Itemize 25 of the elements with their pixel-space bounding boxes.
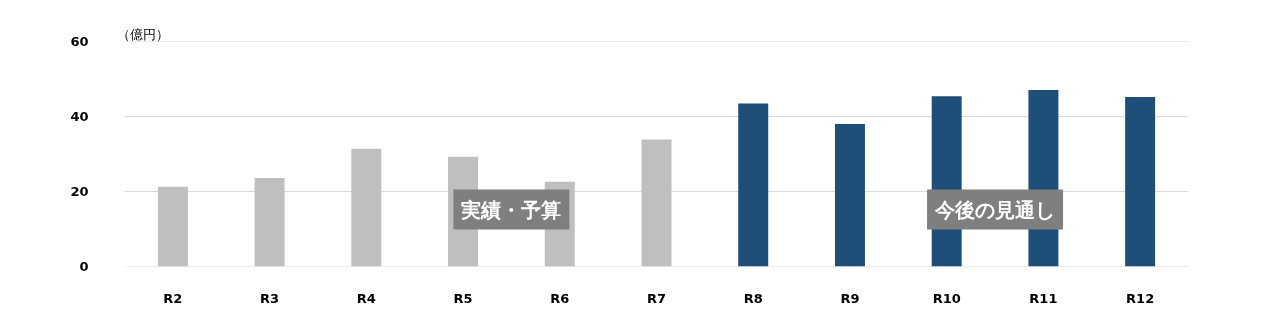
y-tick-label: 0 bbox=[79, 259, 89, 274]
annotation: 今後の見通し bbox=[934, 197, 1056, 222]
x-tick-label: R11 bbox=[1029, 290, 1058, 306]
x-tick-label: R7 bbox=[646, 290, 667, 306]
y-tick-label: 20 bbox=[70, 184, 89, 199]
x-tick-label: R5 bbox=[453, 290, 473, 306]
y-tick-label: 60 bbox=[70, 34, 89, 49]
annotation: 実績・予算 bbox=[460, 197, 562, 222]
x-tick-label: R9 bbox=[840, 290, 860, 306]
bar bbox=[738, 103, 769, 267]
bar bbox=[834, 124, 865, 267]
y-tick-label: 40 bbox=[70, 109, 89, 124]
bar bbox=[1125, 97, 1156, 267]
x-tick-label: R8 bbox=[743, 290, 763, 306]
bar bbox=[254, 178, 285, 267]
bar bbox=[157, 186, 188, 267]
bar bbox=[351, 148, 382, 267]
x-tick-label: R2 bbox=[163, 290, 183, 306]
x-tick-label: R10 bbox=[932, 290, 961, 306]
x-tick-label: R6 bbox=[550, 290, 570, 306]
x-tick-label: R3 bbox=[260, 290, 280, 306]
bar bbox=[641, 139, 672, 267]
x-tick-label: R12 bbox=[1126, 290, 1155, 306]
y-axis-title: （億円） bbox=[116, 26, 169, 42]
x-tick-label: R4 bbox=[356, 290, 376, 306]
